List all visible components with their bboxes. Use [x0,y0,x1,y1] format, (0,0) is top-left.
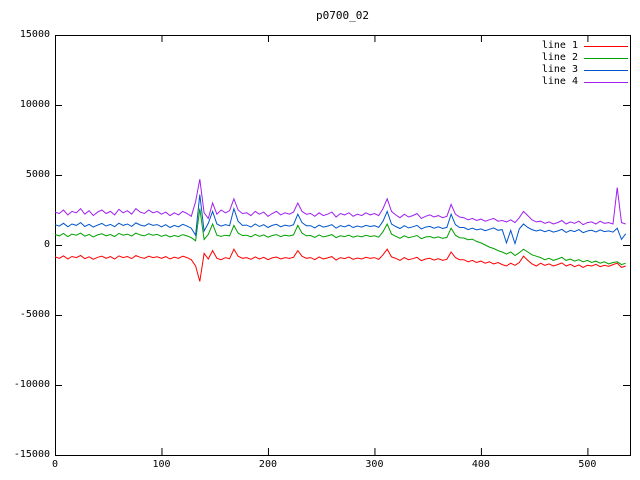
x-tick-label: 400 [471,459,490,470]
legend-item: line 2 [542,52,628,64]
series-line-2 [54,208,626,266]
legend-label: line 3 [541,64,578,75]
legend-item: line 4 [542,76,628,88]
legend-label: line 1 [541,40,578,51]
y-tick-label: 15000 [19,29,50,40]
legend-label: line 4 [541,76,578,87]
x-tick-label: 100 [152,459,171,470]
legend-label: line 2 [541,52,578,63]
plot-border [55,35,631,456]
x-tick-label: 300 [365,459,384,470]
legend-line-sample [584,57,628,59]
chart-title: p0700_02 [316,9,369,22]
x-tick-label: 200 [258,459,277,470]
legend: line 1 line 2 line 3 line 4 [542,40,628,88]
legend-line-sample [584,69,628,71]
series-line-1 [54,248,626,282]
y-tick-label: 0 [43,239,50,250]
y-tick-label: -5000 [19,309,50,320]
legend-line-sample [584,81,628,83]
y-tick-label: -15000 [13,449,50,460]
x-tick-label: 0 [51,459,59,470]
legend-item: line 1 [542,40,628,52]
series-line-4 [54,179,626,226]
series-line-3 [54,194,627,246]
y-tick-label: -10000 [13,379,50,390]
y-tick-label: 5000 [25,169,50,180]
y-tick-label: 10000 [19,99,50,110]
legend-item: line 3 [542,64,628,76]
x-tick-label: 500 [578,459,597,470]
legend-line-sample [584,45,628,47]
